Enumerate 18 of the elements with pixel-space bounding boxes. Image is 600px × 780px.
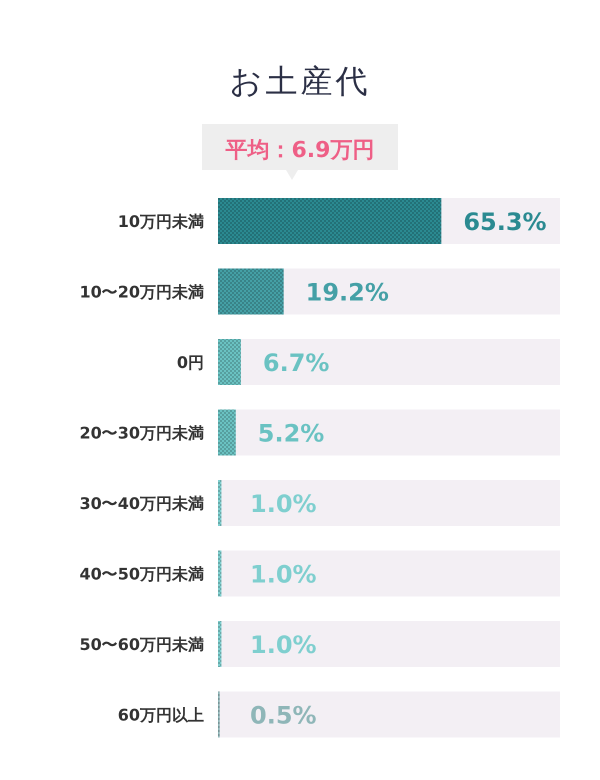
y-tick-label: 10万円未満 <box>118 212 204 231</box>
data-label: 5.2% <box>258 420 324 448</box>
y-tick-label: 0円 <box>176 353 204 372</box>
y-tick-label: 40〜50万円未満 <box>79 564 204 584</box>
y-tick-label: 60万円以上 <box>118 706 204 724</box>
data-label: 65.3% <box>463 208 547 236</box>
data-label: 1.0% <box>250 631 317 659</box>
chart-title: お土産代 <box>230 62 370 100</box>
y-tick-label: 50〜60万円未満 <box>79 635 204 654</box>
y-tick-label: 30〜40万円未満 <box>79 494 204 513</box>
data-label: 19.2% <box>306 278 389 306</box>
y-tick-label: 20〜30万円未満 <box>79 424 204 442</box>
annotation: 平均：6.9万円 <box>202 124 398 180</box>
data-label: 0.5% <box>250 702 317 730</box>
data-label: 6.7% <box>262 349 330 377</box>
data-label: 1.0% <box>250 560 317 588</box>
data-label: 1.0% <box>250 490 317 518</box>
y-tick-label: 10〜20万円未満 <box>79 282 204 302</box>
